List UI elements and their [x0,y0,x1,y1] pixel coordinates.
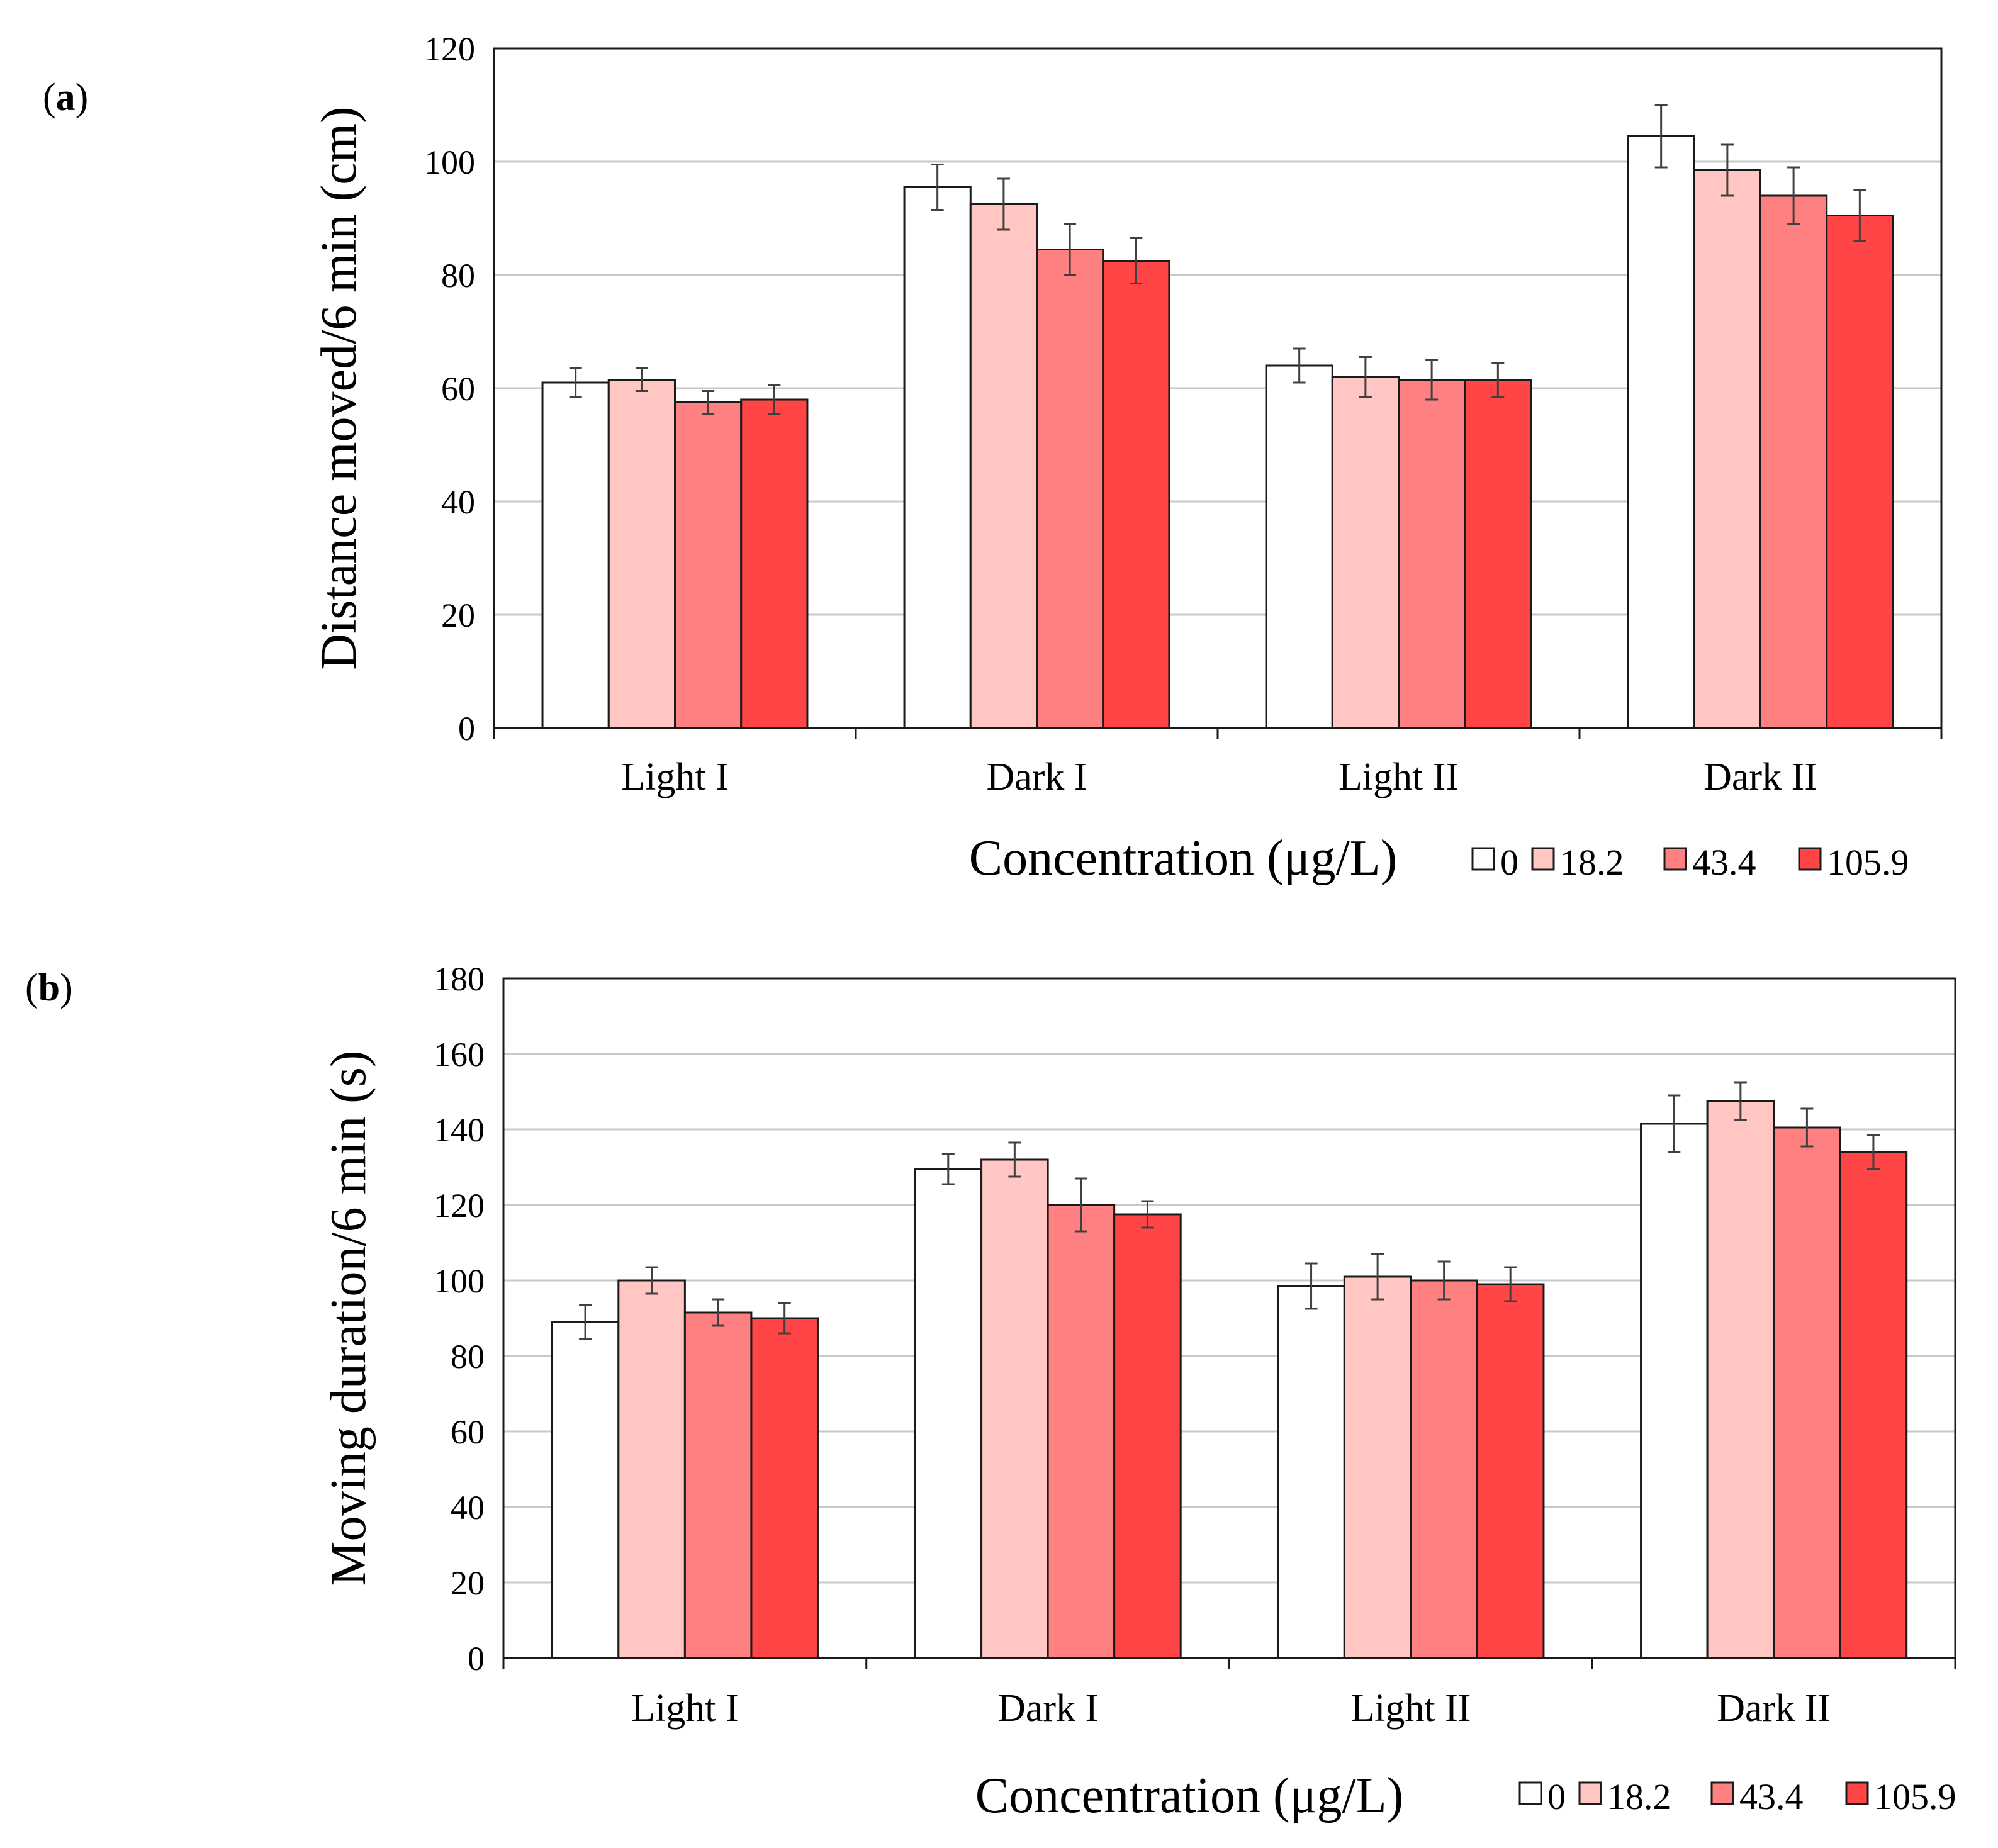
bar [1759,194,1828,729]
bar [1113,1213,1182,1659]
y-tick-label: 80 [451,1338,485,1375]
y-tick-label: 40 [441,483,475,521]
x-category-label: Light II [1350,1687,1471,1730]
legend-swatch [1518,1781,1542,1805]
legend-label: 0 [1500,842,1518,883]
bar [969,203,1038,729]
bar [1693,169,1761,729]
bar [1826,215,1894,729]
legend-swatch [1663,847,1687,871]
bar [1343,1275,1412,1659]
y-tick-label: 0 [468,1640,485,1677]
x-category-label: Light I [621,756,728,798]
bar [1047,1204,1116,1659]
bar [914,1168,983,1659]
legend-swatch [1710,1781,1734,1805]
bar [617,1279,686,1659]
y-tick-label: 100 [434,1262,485,1300]
x-axis-label: Concentration (μg/L) [969,831,1397,886]
y-axis-label: Moving duration/6 min (s) [321,1050,376,1586]
y-axis-label: Distance moved/6 min (cm) [311,106,367,669]
y-tick-label: 20 [441,596,475,634]
bar [1773,1126,1841,1659]
bar [1640,1123,1709,1659]
legend-label: 43.4 [1692,842,1756,883]
legend-swatch [1845,1781,1869,1805]
x-category-label: Dark I [986,756,1087,798]
bar [1277,1285,1345,1659]
bar [1398,379,1466,729]
y-tick-label: 60 [441,370,475,408]
bar [541,381,610,729]
x-category-label: Light I [631,1687,738,1730]
y-tick-label: 120 [434,1187,485,1224]
bar [607,379,676,729]
bar [1036,249,1104,729]
chart-panel-b: (b) 0 20 40 60 80 100 120 140 160 180 Light I Dark I… [25,960,1956,1823]
bar [683,1311,753,1659]
legend-swatch [1471,847,1495,871]
y-tick-label: 140 [434,1111,485,1149]
x-category-label: Dark II [1717,1687,1831,1730]
bar [1706,1100,1775,1659]
bar [980,1158,1049,1659]
y-tick-label: 180 [434,960,485,998]
x-category-label: Dark I [997,1687,1098,1730]
legend-swatch [1578,1781,1602,1805]
bar [1102,260,1170,729]
bar [740,398,809,729]
y-tick-label: 160 [434,1036,485,1073]
panel-label: (b) [25,966,73,1009]
y-tick-label: 80 [441,257,475,294]
x-category-label: Dark II [1703,756,1817,798]
legend-swatch [1798,847,1822,871]
bar [1464,379,1532,729]
y-tick-label: 0 [458,710,475,748]
chart-panel-a: (a) 0 20 40 60 80 100 120 Light I Dark I Light II D… [43,30,1943,886]
y-tick-label: 20 [451,1564,485,1602]
legend-swatch [1531,847,1555,871]
bar [1265,364,1333,729]
y-tick-label: 100 [424,143,475,181]
y-tick-label: 40 [451,1489,485,1526]
y-tick-label: 60 [451,1413,485,1451]
legend-label: 43.4 [1739,1776,1804,1817]
legend-label: 105.9 [1827,842,1909,883]
legend: 0 18.2 43.4 105.9 [1518,1776,1956,1817]
bar [1839,1151,1908,1659]
bar [1476,1283,1545,1659]
panel-label: (a) [43,76,88,119]
bar [750,1317,819,1659]
y-tick-label: 120 [424,30,475,68]
bar [1627,135,1695,729]
legend-label: 0 [1547,1776,1566,1817]
legend: 0 18.2 43.4 105.9 [1471,842,1909,883]
bar [903,186,972,729]
bar [1410,1279,1478,1659]
bar [674,401,743,729]
x-axis-label: Concentration (μg/L) [975,1768,1403,1823]
x-category-label: Light II [1339,756,1459,798]
legend-label: 105.9 [1874,1776,1956,1817]
legend-label: 18.2 [1560,842,1624,883]
bar [1331,376,1400,729]
legend-label: 18.2 [1607,1776,1671,1817]
bar [551,1321,620,1659]
